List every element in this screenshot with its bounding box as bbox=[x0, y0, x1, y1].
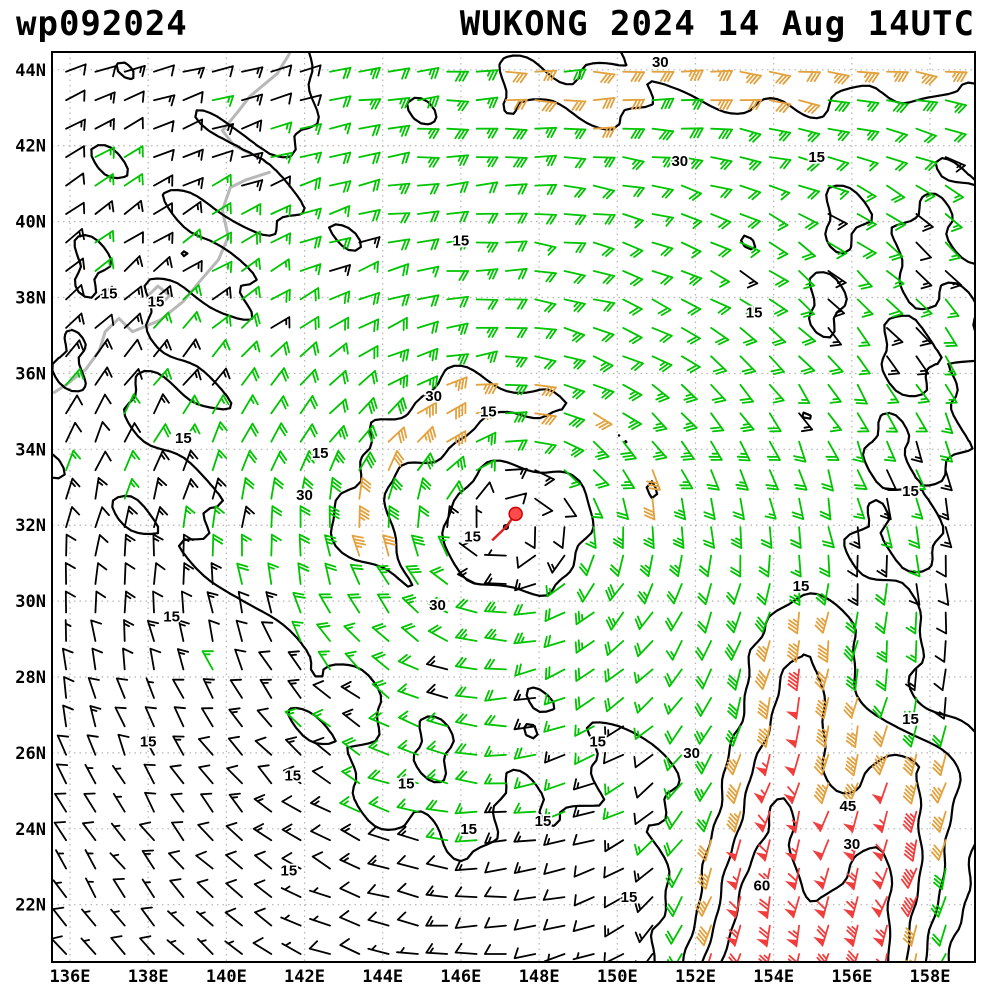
contour-label: 15 bbox=[140, 734, 157, 751]
contour-label: 15 bbox=[398, 775, 415, 792]
contour-label: 30 bbox=[671, 153, 688, 170]
x-tick-label: 142E bbox=[284, 967, 325, 987]
contour-label: 15 bbox=[148, 293, 165, 310]
y-tick-label: 32N bbox=[15, 516, 46, 536]
contour-label: 45 bbox=[840, 798, 857, 815]
wind-barbs bbox=[707, 668, 918, 962]
contour-label: 15 bbox=[902, 711, 919, 728]
storm-layer bbox=[491, 506, 523, 542]
chart-title: WUKONG 2024 14 Aug 14UTC bbox=[459, 4, 975, 44]
y-tick-label: 42N bbox=[15, 137, 46, 157]
contour-label: 60 bbox=[754, 878, 771, 895]
wind-barbs bbox=[65, 66, 967, 962]
contour-label: 30 bbox=[652, 54, 669, 71]
y-tick-label: 36N bbox=[15, 364, 46, 384]
wind-barb-flags bbox=[725, 711, 885, 948]
y-tick-label: 28N bbox=[15, 668, 46, 688]
wind-barb-layer bbox=[52, 63, 968, 962]
contour-label: 15 bbox=[621, 889, 638, 906]
contour-label: 15 bbox=[793, 578, 810, 595]
y-tick-label: 38N bbox=[15, 289, 46, 309]
contour-label: 15 bbox=[453, 233, 470, 250]
contour-label-layer: 30 30 15 15 15 15 15 30 15 15 15 30 15 15 15 30 15 15 15 30… bbox=[99, 52, 921, 907]
x-tick-label: 154E bbox=[753, 967, 794, 987]
contour-label: 30 bbox=[683, 745, 700, 762]
y-tick-label: 24N bbox=[15, 820, 46, 840]
contour-label: 15 bbox=[902, 483, 919, 500]
contour-label: 15 bbox=[460, 821, 477, 838]
contour-label: 15 bbox=[808, 149, 825, 166]
contour-label: 15 bbox=[163, 608, 180, 625]
x-tick-label: 152E bbox=[675, 967, 716, 987]
x-tick-label: 150E bbox=[597, 967, 638, 987]
x-tick-label: 156E bbox=[831, 967, 872, 987]
contour-label: 15 bbox=[464, 529, 481, 546]
x-tick-label: 144E bbox=[362, 967, 403, 987]
contour-label: 15 bbox=[175, 430, 192, 447]
contour-label: 15 bbox=[535, 813, 552, 830]
contour-label: 15 bbox=[312, 445, 329, 462]
storm-id-label: wp092024 bbox=[16, 4, 188, 44]
x-tick-label: 136E bbox=[50, 967, 91, 987]
coastline bbox=[52, 170, 271, 394]
contour-label: 15 bbox=[101, 286, 118, 303]
contour-label: 15 bbox=[589, 734, 606, 751]
x-tick-label: 148E bbox=[519, 967, 560, 987]
plot-frame bbox=[51, 51, 976, 963]
x-tick-label: 158E bbox=[910, 967, 951, 987]
storm-center-marker bbox=[508, 506, 523, 522]
contour-label: 15 bbox=[480, 403, 497, 420]
contour-label: 30 bbox=[425, 388, 442, 405]
wind-barbs bbox=[351, 69, 968, 962]
x-tick-label: 138E bbox=[128, 967, 169, 987]
coastline bbox=[220, 52, 292, 155]
x-tick-label: 146E bbox=[440, 967, 481, 987]
y-tick-label: 44N bbox=[15, 61, 46, 81]
y-tick-label: 22N bbox=[15, 896, 46, 916]
x-tick-label: 140E bbox=[206, 967, 247, 987]
y-tick-label: 34N bbox=[15, 440, 46, 460]
wind-barbs bbox=[52, 63, 966, 962]
contour-label: 15 bbox=[281, 863, 298, 880]
contour-label: 15 bbox=[746, 305, 763, 322]
y-tick-label: 40N bbox=[15, 213, 46, 233]
coastline bbox=[146, 284, 172, 307]
contour-label: 30 bbox=[429, 597, 446, 614]
axis-label-layer: 136E 138E 140E 142E 144E 146E 148E 150E 152E 154E… bbox=[15, 61, 950, 987]
y-tick-label: 26N bbox=[15, 744, 46, 764]
contour-label: 15 bbox=[284, 768, 301, 785]
contour-label: 30 bbox=[844, 836, 861, 853]
contour-label: 30 bbox=[296, 487, 313, 504]
y-tick-label: 30N bbox=[15, 592, 46, 612]
